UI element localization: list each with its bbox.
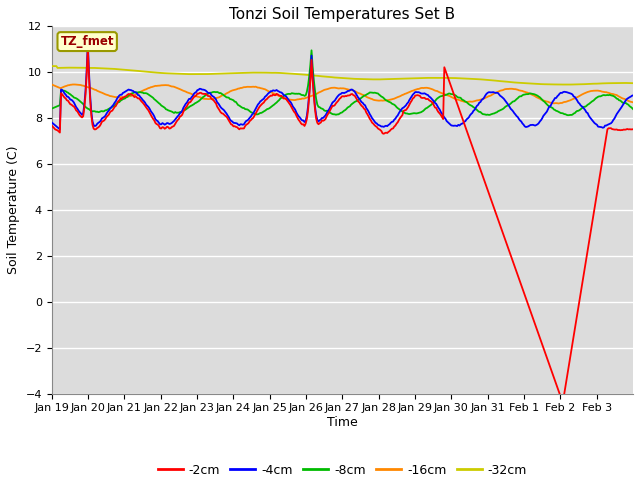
- Legend: -2cm, -4cm, -8cm, -16cm, -32cm: -2cm, -4cm, -8cm, -16cm, -32cm: [152, 459, 532, 480]
- X-axis label: Time: Time: [327, 416, 358, 429]
- Text: TZ_fmet: TZ_fmet: [60, 35, 114, 48]
- Title: Tonzi Soil Temperatures Set B: Tonzi Soil Temperatures Set B: [229, 7, 456, 22]
- Y-axis label: Soil Temperature (C): Soil Temperature (C): [7, 145, 20, 274]
